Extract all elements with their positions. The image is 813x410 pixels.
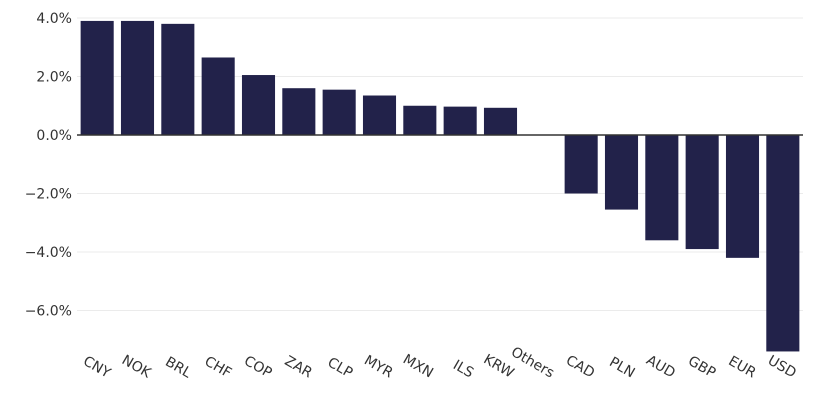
x-tick-label-others: Others	[508, 344, 557, 381]
bar-clp[interactable]	[322, 89, 356, 135]
x-tick-label-cop: COP	[241, 353, 274, 381]
bar-ils[interactable]	[443, 106, 477, 135]
x-tick-label-brl: BRL	[162, 354, 194, 382]
bar-gbp[interactable]	[685, 135, 719, 250]
grid-lines	[77, 17, 803, 311]
bars	[80, 20, 800, 352]
x-tick-label-usd: USD	[765, 353, 799, 382]
x-tick-label-clp: CLP	[325, 355, 356, 382]
y-tick-label: 0.0%	[36, 128, 72, 144]
bar-cad[interactable]	[564, 135, 598, 194]
bar-cop[interactable]	[241, 75, 276, 135]
y-tick-label: −4.0%	[25, 245, 72, 261]
bar-myr[interactable]	[362, 95, 397, 135]
y-tick-label: 4.0%	[36, 11, 72, 27]
bar-chf[interactable]	[201, 57, 235, 135]
bar-mxn[interactable]	[403, 105, 437, 135]
x-tick-label-mxn: MXN	[400, 352, 436, 382]
bar-nok[interactable]	[120, 20, 155, 135]
y-tick-label: −2.0%	[25, 187, 72, 203]
x-tick-label-chf: CHF	[202, 353, 235, 381]
x-tick-label-aud: AUD	[643, 352, 678, 381]
x-tick-label-zar: ZAR	[282, 353, 315, 381]
bar-pln[interactable]	[604, 135, 639, 210]
x-tick-label-pln: PLN	[606, 354, 637, 381]
bar-krw[interactable]	[483, 107, 518, 135]
x-tick-label-eur: EUR	[726, 353, 759, 381]
y-tick-label: 2.0%	[36, 70, 72, 86]
x-tick-label-myr: MYR	[361, 352, 396, 381]
y-tick-label: −6.0%	[25, 304, 72, 320]
x-tick-label-cny: CNY	[80, 353, 113, 381]
bar-aud[interactable]	[645, 135, 679, 241]
x-tick-label-cad: CAD	[563, 353, 597, 382]
bar-usd[interactable]	[766, 135, 800, 352]
bar-zar[interactable]	[282, 88, 316, 135]
bar-brl[interactable]	[161, 23, 195, 136]
x-tick-label-nok: NOK	[119, 352, 154, 382]
bar-cny[interactable]	[80, 20, 114, 135]
x-tick-label-gbp: GBP	[685, 353, 718, 381]
bar-eur[interactable]	[725, 135, 760, 258]
y-axis-ticks: 4.0% 2.0% 0.0% −2.0% −4.0% −6.0%	[25, 11, 72, 320]
x-tick-label-ils: ILS	[450, 357, 476, 381]
